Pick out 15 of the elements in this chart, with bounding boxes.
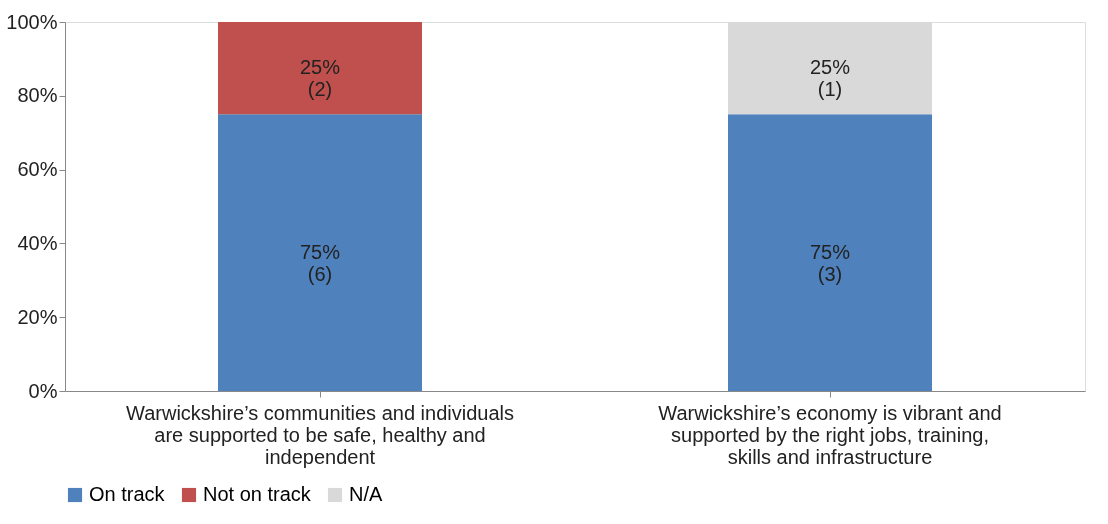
y-tick-label: 80% xyxy=(17,84,58,107)
legend-label: Not on track xyxy=(203,483,312,505)
y-tick-label: 60% xyxy=(17,158,58,181)
x-tick-label: Warwickshire’s economy is vibrant and supported by the right jobs, training, skills and infrastructure xyxy=(658,401,1002,468)
y-tick-label: 100% xyxy=(6,10,58,33)
legend-label: On track xyxy=(89,483,166,505)
data-label: 25% (1) xyxy=(809,56,851,101)
data-label: 75% (6) xyxy=(299,240,341,285)
y-tick-label: 20% xyxy=(17,305,58,328)
legend-label: N/A xyxy=(349,483,383,505)
data-label: 75% (3) xyxy=(809,240,851,285)
y-tick-label: 0% xyxy=(28,379,58,402)
data-label: 25% (2) xyxy=(299,56,341,101)
x-tick-label: Warwickshire’s communities and individuals are supported to be safe, healthy and independent xyxy=(126,401,514,468)
y-tick-label: 40% xyxy=(17,231,58,254)
